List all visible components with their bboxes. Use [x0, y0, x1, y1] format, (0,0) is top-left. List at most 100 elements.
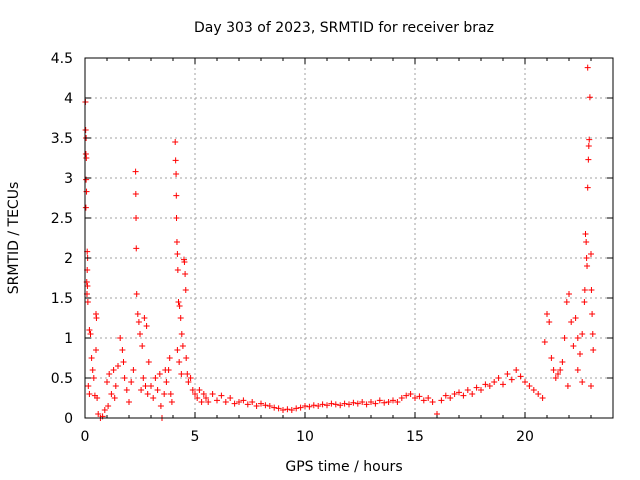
data-point: [196, 387, 203, 393]
data-point: [117, 335, 124, 341]
data-point: [372, 400, 379, 407]
grid-lines: [85, 58, 613, 418]
data-point: [398, 395, 405, 401]
data-point: [172, 157, 179, 164]
data-point: [162, 367, 169, 373]
data-point: [589, 311, 596, 317]
data-point: [134, 311, 141, 317]
data-point: [302, 403, 308, 409]
data-point: [585, 156, 592, 163]
data-point: [548, 355, 555, 361]
data-point: [582, 231, 589, 237]
y-tick-label: 1.5: [51, 291, 73, 307]
data-point: [249, 399, 256, 405]
data-point: [354, 400, 361, 407]
data-point: [84, 299, 91, 305]
x-axis-label: GPS time / hours: [285, 459, 402, 475]
data-points: [82, 64, 597, 421]
data-point: [586, 136, 593, 143]
data-point: [513, 367, 520, 373]
data-point: [174, 267, 181, 273]
data-point: [253, 403, 260, 409]
data-point: [517, 373, 524, 380]
data-point: [588, 383, 594, 389]
data-point: [85, 383, 92, 389]
data-point: [491, 379, 498, 385]
data-point: [568, 319, 575, 325]
data-point: [559, 359, 566, 365]
data-point: [135, 319, 142, 325]
x-tick-label: 0: [81, 429, 90, 445]
data-point: [108, 391, 115, 397]
data-point: [105, 403, 112, 409]
data-point: [240, 397, 247, 404]
data-point: [137, 331, 143, 337]
data-point: [214, 397, 220, 404]
data-point: [584, 263, 591, 269]
data-point: [179, 343, 186, 349]
data-point: [121, 375, 128, 381]
data-point: [363, 401, 370, 408]
data-point: [478, 387, 484, 393]
plot-frame: [84, 57, 614, 419]
data-point: [271, 404, 278, 411]
data-point: [143, 323, 150, 329]
data-point: [200, 391, 207, 397]
data-point: [581, 287, 588, 293]
data-point: [168, 399, 175, 405]
data-point: [324, 402, 330, 409]
data-point: [166, 355, 173, 361]
data-point: [394, 399, 401, 405]
data-point: [173, 171, 180, 177]
data-point: [173, 192, 180, 199]
data-point: [110, 367, 117, 373]
data-point: [174, 251, 181, 257]
data-point: [88, 355, 95, 361]
data-point: [539, 395, 546, 401]
data-point: [572, 315, 579, 321]
data-point: [141, 315, 148, 321]
data-point: [128, 379, 135, 385]
data-point: [227, 395, 234, 401]
data-point: [541, 339, 548, 345]
data-point: [473, 384, 480, 391]
data-point: [87, 331, 94, 337]
data-point: [416, 393, 423, 400]
data-point: [425, 395, 432, 401]
data-point: [140, 375, 147, 381]
data-point: [178, 371, 185, 377]
data-point: [390, 397, 396, 404]
data-point: [218, 392, 225, 399]
data-point: [139, 343, 146, 349]
data-point: [586, 94, 593, 101]
data-point: [183, 355, 190, 361]
x-tick-label: 5: [191, 429, 200, 445]
y-axis-label: SRMTID / TECUs: [6, 182, 22, 295]
data-point: [115, 363, 121, 369]
y-tick-label: 3.5: [51, 131, 73, 147]
y-tick-label: 3: [64, 171, 73, 187]
data-point: [570, 343, 577, 349]
data-point: [550, 367, 557, 373]
data-point: [579, 331, 586, 337]
data-point: [482, 381, 489, 388]
data-point: [187, 375, 194, 381]
data-point: [306, 403, 313, 410]
data-point: [563, 299, 570, 305]
data-point: [93, 347, 99, 353]
data-point: [557, 367, 564, 373]
data-point: [173, 239, 180, 245]
data-point: [555, 371, 561, 377]
y-tick-label: 4: [64, 91, 73, 107]
data-point: [581, 299, 588, 305]
data-point: [101, 407, 108, 413]
data-point: [203, 395, 209, 401]
data-point: [184, 371, 191, 377]
data-point: [500, 381, 506, 388]
data-point: [161, 391, 168, 397]
data-point: [177, 315, 184, 321]
data-point: [429, 399, 436, 405]
data-point: [469, 391, 476, 397]
data-point: [189, 387, 196, 393]
data-point: [104, 379, 110, 385]
